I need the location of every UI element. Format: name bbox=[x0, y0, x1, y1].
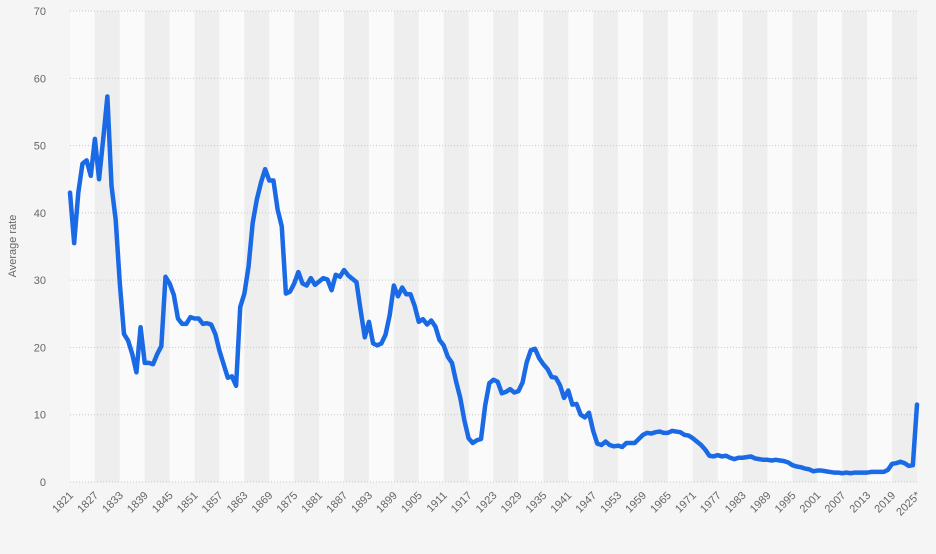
band bbox=[667, 11, 693, 482]
x-tick-label: 1929 bbox=[499, 490, 525, 516]
x-tick-label: 1911 bbox=[425, 490, 450, 515]
x-tick-label: 1857 bbox=[200, 490, 226, 516]
y-axis-label: Average rate bbox=[7, 215, 19, 278]
band bbox=[792, 11, 818, 482]
band bbox=[642, 11, 668, 482]
band bbox=[543, 11, 569, 482]
band bbox=[219, 11, 245, 482]
x-tick-label: 2019 bbox=[872, 490, 898, 516]
band bbox=[344, 11, 369, 482]
band bbox=[593, 11, 619, 482]
x-tick-label: 1917 bbox=[449, 490, 475, 516]
band bbox=[767, 11, 793, 482]
band bbox=[418, 11, 444, 482]
x-tick-label: 1827 bbox=[75, 490, 101, 516]
line-series bbox=[67, 94, 920, 476]
band bbox=[892, 11, 917, 482]
band bbox=[443, 11, 469, 482]
y-tick-label: 0 bbox=[40, 477, 46, 489]
x-tick-label: 1851 bbox=[175, 490, 201, 516]
band bbox=[294, 11, 320, 482]
band bbox=[717, 11, 743, 482]
x-tick-label: 1947 bbox=[573, 490, 599, 516]
band bbox=[468, 11, 494, 482]
y-tick-label: 40 bbox=[34, 208, 46, 220]
x-tick-label: 1995 bbox=[773, 490, 799, 516]
y-tick-label: 60 bbox=[34, 73, 46, 85]
x-tick-label: 1953 bbox=[598, 490, 624, 516]
band bbox=[817, 11, 843, 482]
x-tick-label: 1959 bbox=[623, 490, 649, 516]
x-tick-label: 1965 bbox=[648, 490, 674, 516]
x-tick-label: 2001 bbox=[798, 490, 824, 516]
y-tick-label: 20 bbox=[34, 342, 46, 354]
band bbox=[368, 11, 394, 482]
band bbox=[70, 11, 95, 482]
x-tick-label: 1899 bbox=[374, 490, 400, 516]
y-tick-label: 30 bbox=[34, 275, 46, 287]
band bbox=[493, 11, 519, 482]
band bbox=[618, 11, 643, 482]
y-tick-label: 50 bbox=[34, 141, 46, 153]
band bbox=[319, 11, 345, 482]
x-tick-label: 1881 bbox=[299, 490, 325, 516]
x-tick-label: 1935 bbox=[524, 490, 550, 516]
band bbox=[393, 11, 419, 482]
x-tick-label: 1923 bbox=[474, 490, 500, 516]
x-tick-label: 1893 bbox=[349, 490, 375, 516]
band bbox=[169, 11, 195, 482]
x-tick-label: 1869 bbox=[250, 490, 276, 516]
x-tick-label: 2025* bbox=[894, 489, 923, 518]
band bbox=[194, 11, 220, 482]
band bbox=[144, 11, 170, 482]
x-tick-label: 1839 bbox=[125, 490, 151, 516]
band bbox=[119, 11, 145, 482]
band bbox=[692, 11, 718, 482]
x-tick-label: 2007 bbox=[823, 490, 849, 516]
x-tick-label: 2013 bbox=[847, 490, 873, 516]
x-tick-label: 1845 bbox=[150, 490, 176, 516]
x-tick-label: 1971 bbox=[673, 490, 699, 516]
x-tick-label: 1905 bbox=[399, 490, 425, 516]
x-tick-label: 1833 bbox=[100, 490, 126, 516]
x-tick-label: 1977 bbox=[698, 490, 724, 516]
x-tick-label: 1887 bbox=[324, 490, 350, 516]
y-tick-label: 10 bbox=[34, 410, 46, 422]
band bbox=[742, 11, 768, 482]
x-tick-label: 1941 bbox=[549, 490, 575, 516]
band bbox=[867, 11, 893, 482]
x-tick-label: 1983 bbox=[723, 490, 749, 516]
band bbox=[518, 11, 544, 482]
x-tick-label: 1989 bbox=[748, 490, 774, 516]
y-tick-label: 70 bbox=[34, 6, 46, 18]
band bbox=[842, 11, 868, 482]
band bbox=[244, 11, 270, 482]
x-tick-label: 1821 bbox=[50, 490, 76, 516]
x-tick-label: 1875 bbox=[275, 490, 301, 516]
x-tick-label: 1863 bbox=[225, 490, 251, 516]
